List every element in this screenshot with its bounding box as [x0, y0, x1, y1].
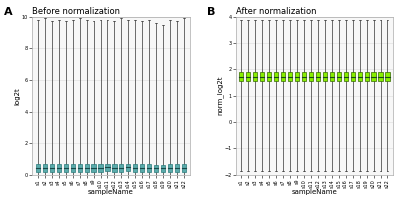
- FancyBboxPatch shape: [92, 164, 96, 171]
- FancyBboxPatch shape: [372, 72, 376, 81]
- FancyBboxPatch shape: [43, 164, 47, 171]
- FancyBboxPatch shape: [175, 164, 179, 171]
- FancyBboxPatch shape: [309, 72, 313, 81]
- FancyBboxPatch shape: [105, 164, 110, 171]
- FancyBboxPatch shape: [260, 72, 264, 81]
- FancyBboxPatch shape: [274, 72, 278, 81]
- FancyBboxPatch shape: [78, 164, 82, 171]
- FancyBboxPatch shape: [154, 165, 158, 172]
- X-axis label: sampleName: sampleName: [292, 189, 337, 195]
- FancyBboxPatch shape: [281, 72, 285, 81]
- FancyBboxPatch shape: [36, 164, 40, 171]
- FancyBboxPatch shape: [70, 164, 75, 171]
- FancyBboxPatch shape: [386, 72, 390, 81]
- FancyBboxPatch shape: [112, 164, 116, 171]
- FancyBboxPatch shape: [50, 164, 54, 171]
- FancyBboxPatch shape: [337, 72, 341, 81]
- Y-axis label: log2t: log2t: [14, 87, 20, 105]
- FancyBboxPatch shape: [84, 164, 89, 171]
- FancyBboxPatch shape: [161, 165, 165, 172]
- Y-axis label: norm_log2t: norm_log2t: [216, 76, 223, 116]
- FancyBboxPatch shape: [126, 164, 130, 171]
- FancyBboxPatch shape: [378, 72, 383, 81]
- FancyBboxPatch shape: [295, 72, 299, 81]
- Text: Before normalization: Before normalization: [32, 7, 120, 16]
- FancyBboxPatch shape: [57, 164, 61, 171]
- FancyBboxPatch shape: [330, 72, 334, 81]
- Text: B: B: [208, 7, 216, 17]
- X-axis label: sampleName: sampleName: [88, 189, 134, 195]
- FancyBboxPatch shape: [344, 72, 348, 81]
- FancyBboxPatch shape: [168, 164, 172, 171]
- FancyBboxPatch shape: [246, 72, 250, 81]
- FancyBboxPatch shape: [119, 164, 124, 171]
- FancyBboxPatch shape: [351, 72, 355, 81]
- FancyBboxPatch shape: [323, 72, 327, 81]
- FancyBboxPatch shape: [239, 72, 244, 81]
- FancyBboxPatch shape: [316, 72, 320, 81]
- FancyBboxPatch shape: [364, 72, 369, 81]
- FancyBboxPatch shape: [133, 164, 137, 171]
- FancyBboxPatch shape: [302, 72, 306, 81]
- FancyBboxPatch shape: [147, 164, 151, 171]
- Text: A: A: [4, 7, 13, 17]
- FancyBboxPatch shape: [64, 164, 68, 171]
- FancyBboxPatch shape: [288, 72, 292, 81]
- FancyBboxPatch shape: [267, 72, 271, 81]
- FancyBboxPatch shape: [98, 164, 102, 171]
- FancyBboxPatch shape: [182, 164, 186, 171]
- FancyBboxPatch shape: [140, 164, 144, 171]
- Text: After normalization: After normalization: [236, 7, 316, 16]
- FancyBboxPatch shape: [253, 72, 257, 81]
- FancyBboxPatch shape: [358, 72, 362, 81]
